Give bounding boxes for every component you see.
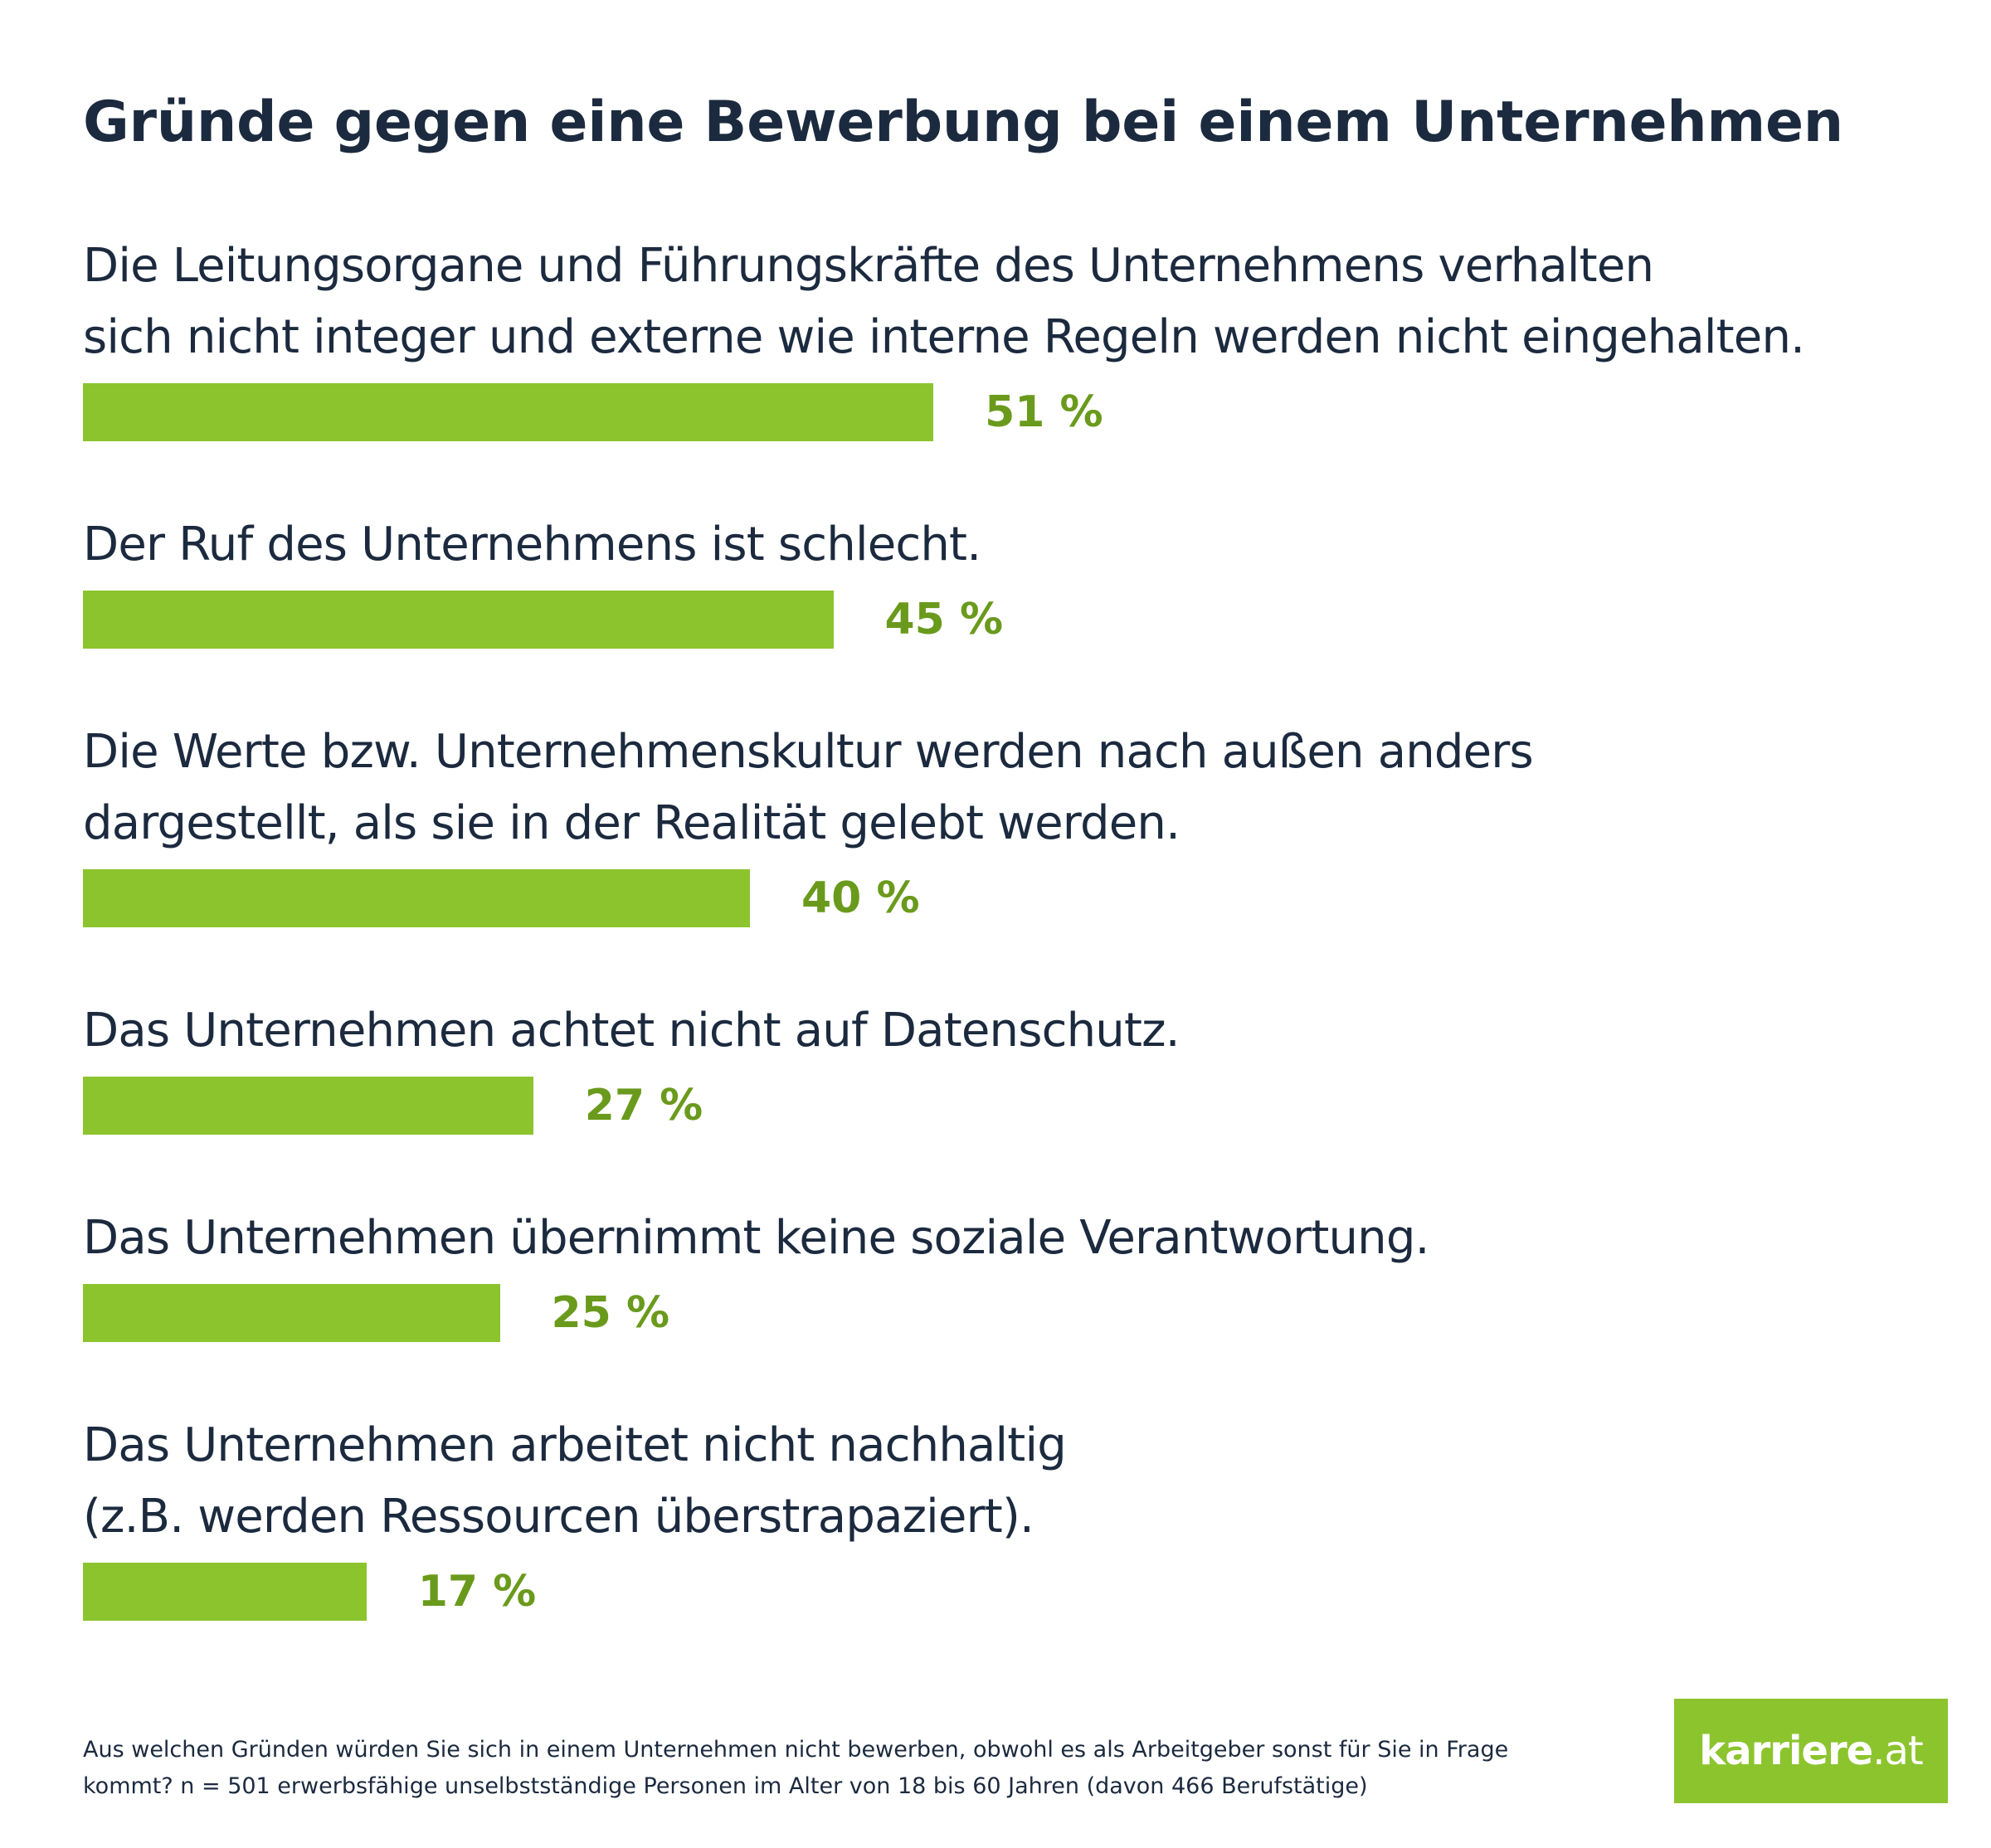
value-label-6: 17 % xyxy=(417,1567,537,1617)
category-label-line: Das Unternehmen arbeitet nicht nachhalti… xyxy=(83,1418,1067,1472)
logo-name: karriere xyxy=(1699,1728,1873,1774)
value-label-5: 25 % xyxy=(551,1288,670,1338)
category-label-3: Die Werte bzw. Unternehmenskultur werden… xyxy=(83,717,1534,859)
value-label-2: 45 % xyxy=(884,595,1004,644)
category-label-5: Das Unternehmen übernimmt keine soziale … xyxy=(83,1203,1429,1274)
bar-4 xyxy=(83,1077,533,1135)
bar-6 xyxy=(83,1563,367,1621)
category-label-line: Der Ruf des Unternehmens ist schlecht. xyxy=(83,518,981,571)
karriere-logo: karriere.at xyxy=(1674,1699,1948,1803)
category-label-line: Das Unternehmen übernimmt keine soziale … xyxy=(83,1211,1429,1265)
bar-1 xyxy=(83,383,934,441)
category-label-line: Die Werte bzw. Unternehmenskultur werden… xyxy=(83,725,1534,779)
logo-suffix: .at xyxy=(1872,1728,1923,1774)
category-label-1: Die Leitungsorgane und Führungskräfte de… xyxy=(83,231,1805,373)
bar-3 xyxy=(83,869,750,927)
category-label-4: Das Unternehmen achtet nicht auf Datensc… xyxy=(83,995,1180,1067)
value-label-3: 40 % xyxy=(801,873,920,923)
logo-text: karriere.at xyxy=(1699,1728,1923,1774)
category-label-line: dargestellt, als sie in der Realität gel… xyxy=(83,796,1180,850)
category-label-line: sich nicht integer und externe wie inter… xyxy=(83,310,1805,364)
category-label-2: Der Ruf des Unternehmens ist schlecht. xyxy=(83,509,981,581)
chart-title: Gründe gegen eine Bewerbung bei einem Un… xyxy=(83,90,1843,155)
category-label-line: Die Leitungsorgane und Führungskräfte de… xyxy=(83,239,1654,293)
bar-5 xyxy=(83,1284,500,1342)
bar-2 xyxy=(83,591,834,649)
category-label-line: Das Unternehmen achtet nicht auf Datensc… xyxy=(83,1004,1180,1058)
category-label-line: (z.B. werden Ressourcen überstrapaziert)… xyxy=(83,1490,1034,1544)
value-label-4: 27 % xyxy=(584,1081,703,1131)
value-label-1: 51 % xyxy=(985,387,1103,437)
category-label-6: Das Unternehmen arbeitet nicht nachhalti… xyxy=(83,1410,1067,1553)
footnote: Aus welchen Gründen würden Sie sich in e… xyxy=(83,1737,1509,1799)
